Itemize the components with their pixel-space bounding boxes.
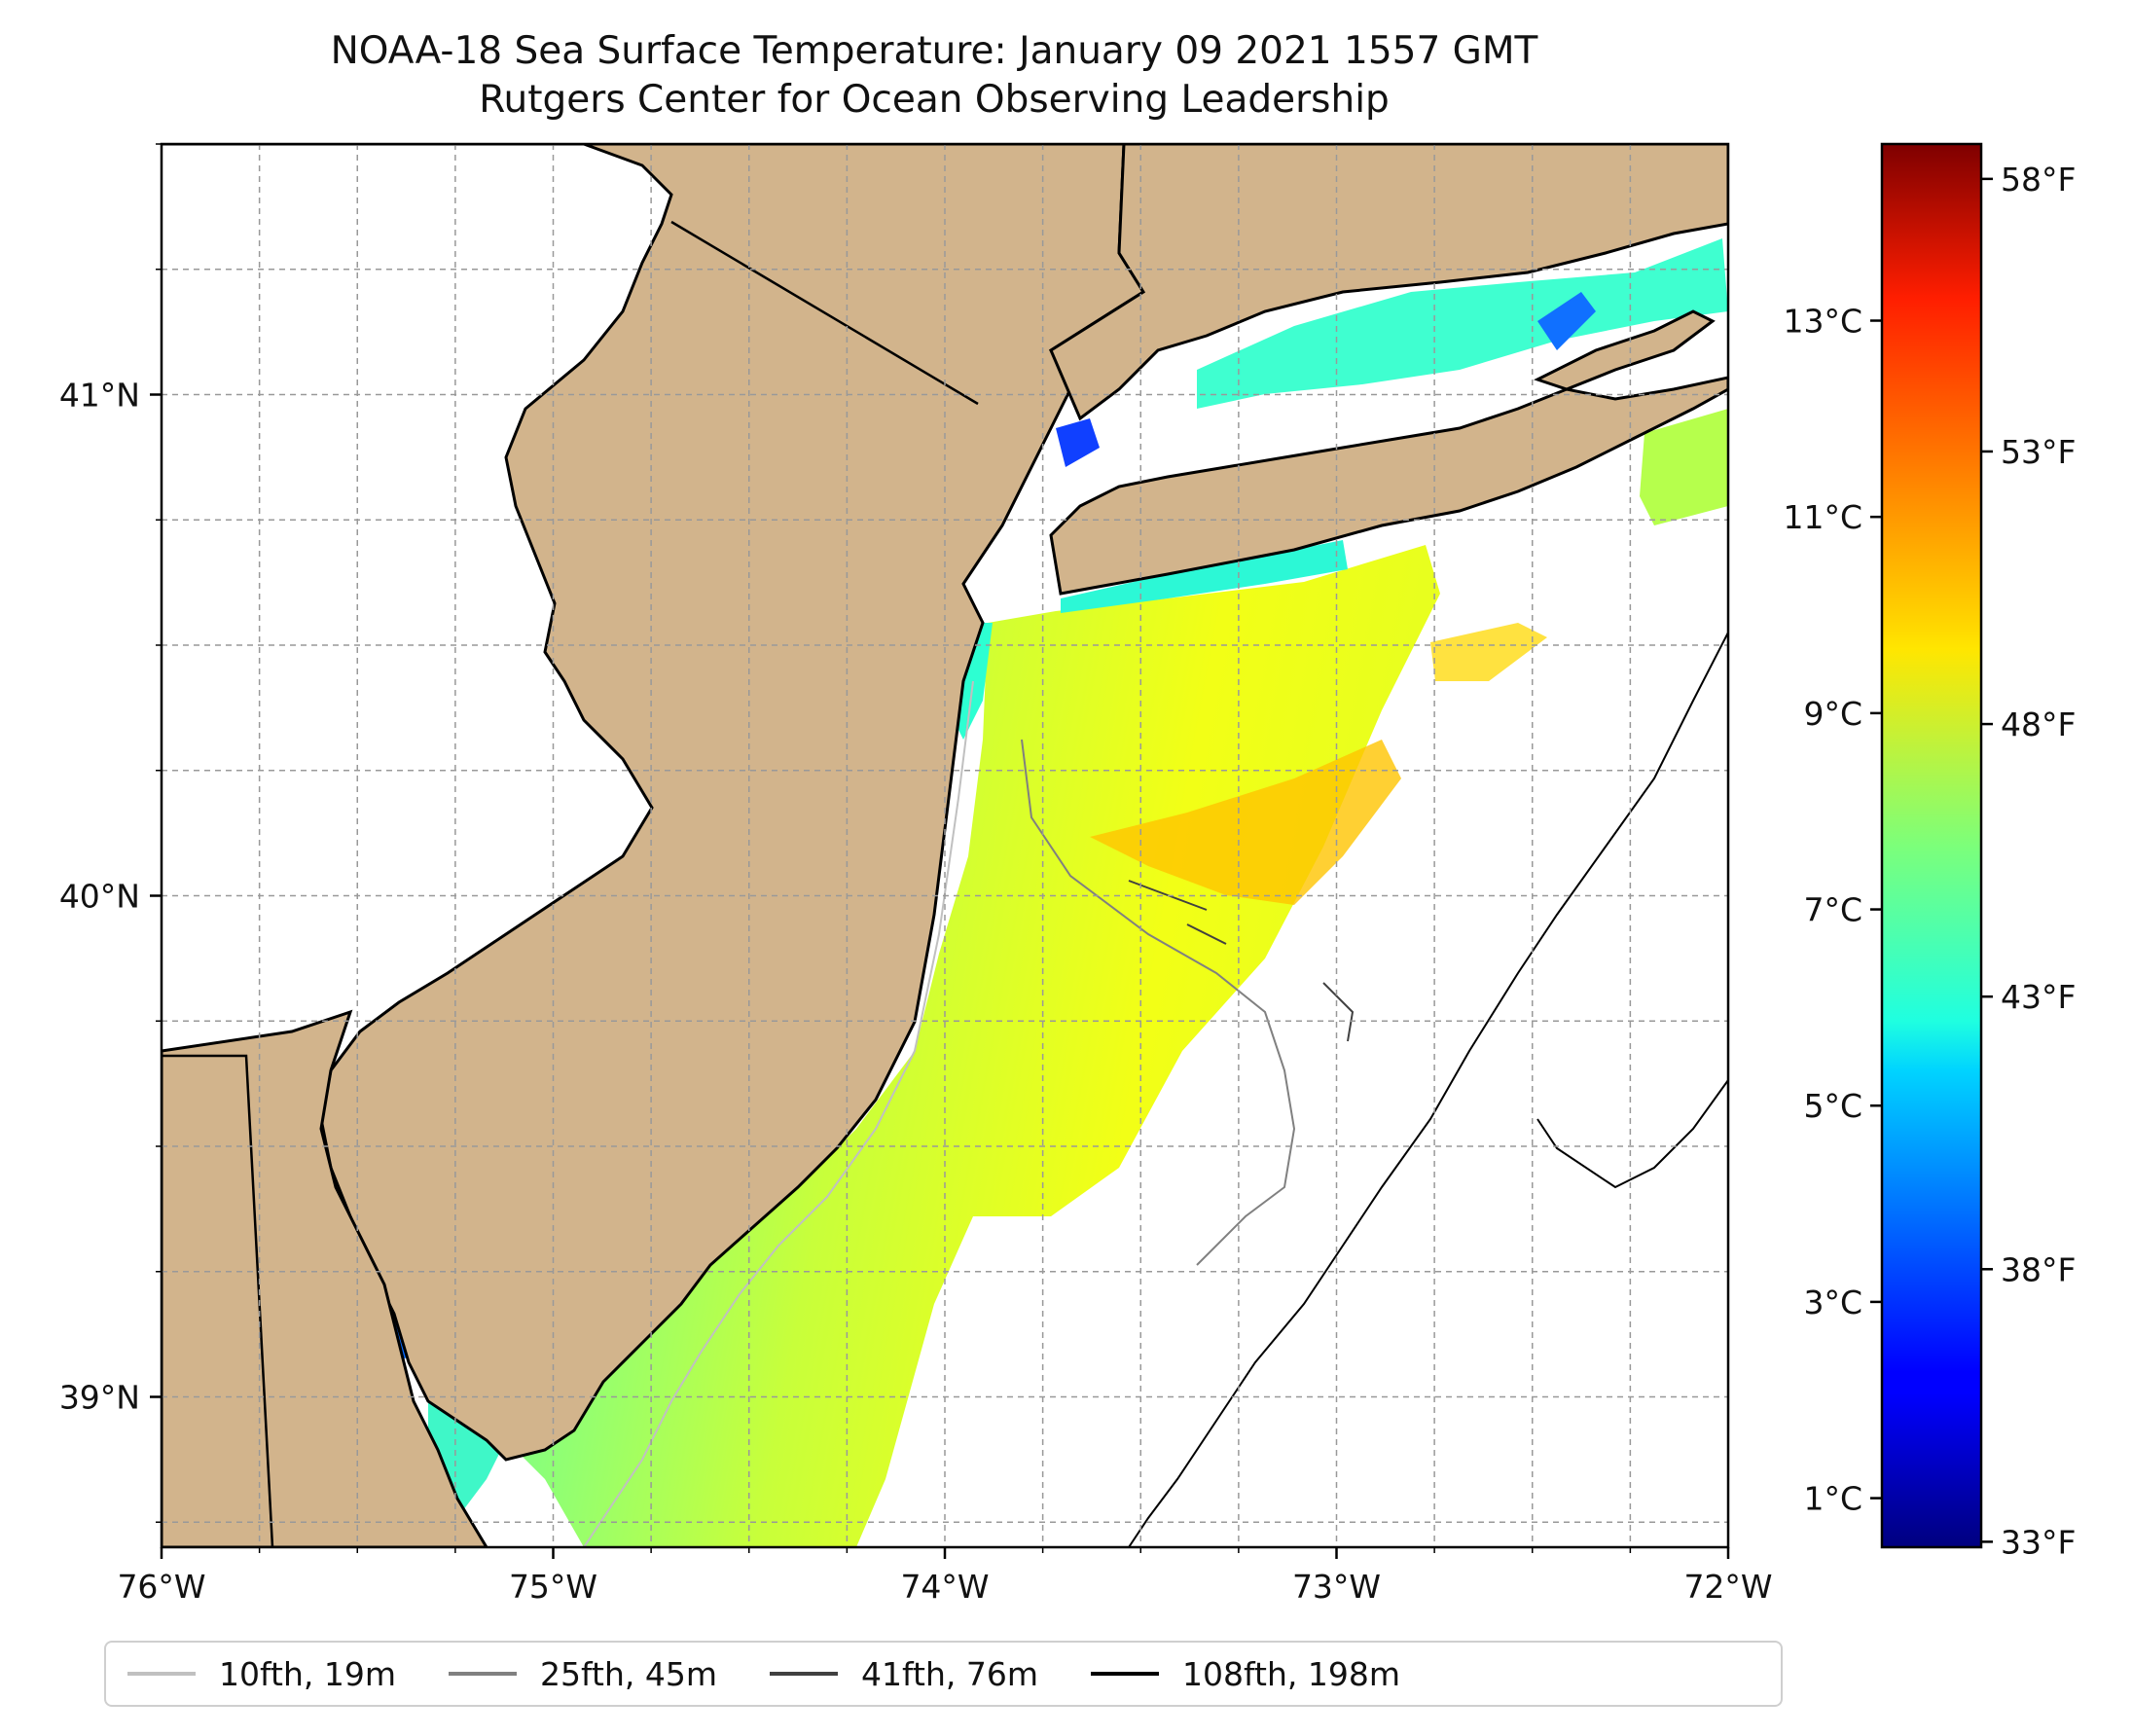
sst-warm-core xyxy=(1090,740,1401,905)
border-pa-de xyxy=(162,1054,274,1547)
legend-item: 25fth, 45m xyxy=(449,1655,717,1693)
sst-long-island-sound xyxy=(1197,238,1728,409)
fahrenheit-tick-label: 38°F xyxy=(2001,1250,2076,1288)
colorbar xyxy=(1880,142,1983,1549)
title-line-2: Rutgers Center for Ocean Observing Leade… xyxy=(479,78,1390,122)
state-borders xyxy=(162,220,979,1547)
land-pa-delaware-west xyxy=(162,1009,488,1547)
map-area xyxy=(162,144,1728,1547)
celsius-tick-label: 11°C xyxy=(1783,498,1862,536)
land-layer xyxy=(162,144,1728,1547)
x-tick-label: 75°W xyxy=(509,1568,597,1606)
celsius-tick-label: 5°C xyxy=(1803,1087,1862,1125)
sst-cold-sound xyxy=(1537,292,1596,350)
legend-item: 41fth, 76m xyxy=(770,1655,1038,1693)
sst-offshore-east xyxy=(1640,409,1728,525)
y-tick-label: 40°N xyxy=(59,878,140,916)
fahrenheit-tick-label: 53°F xyxy=(2001,433,2076,471)
legend-line-swatch xyxy=(449,1672,517,1676)
y-axis-ticks: 39°N 40°N 41°N xyxy=(59,143,162,1523)
land-new-jersey-pennsylvania xyxy=(162,144,1146,1462)
y-tick-label: 41°N xyxy=(59,377,140,415)
map-title: NOAA-18 Sea Surface Temperature: January… xyxy=(0,27,1868,125)
contour-108fth-offshore xyxy=(1536,1079,1728,1189)
legend-line-swatch xyxy=(770,1672,838,1676)
legend-line-swatch xyxy=(1091,1672,1159,1676)
x-axis-ticks: 76°W 75°W 74°W 73°W 72°W xyxy=(117,1547,1773,1606)
x-tick-label: 74°W xyxy=(900,1568,989,1606)
legend-item: 10fth, 19m xyxy=(127,1655,396,1693)
legend-label: 41fth, 76m xyxy=(861,1654,1038,1693)
celsius-tick-label: 9°C xyxy=(1803,695,1862,733)
fahrenheit-tick-label: 58°F xyxy=(2001,161,2076,199)
depth-legend: 10fth, 19m 25fth, 45m 41fth, 76m 108fth, 19… xyxy=(104,1641,1783,1707)
contour-25fth xyxy=(1021,739,1296,1266)
fahrenheit-tick-label: 48°F xyxy=(2001,705,2076,743)
sst-shelf-band xyxy=(506,545,1440,1547)
x-tick-label: 72°W xyxy=(1683,1568,1772,1606)
fahrenheit-tick-label: 43°F xyxy=(2001,978,2076,1016)
sst-warm-patch xyxy=(1430,623,1547,681)
celsius-tick-label: 13°C xyxy=(1783,303,1862,341)
border-ny-nj xyxy=(670,220,979,406)
celsius-tick-label: 1°C xyxy=(1803,1480,1862,1518)
celsius-tick-label: 3°C xyxy=(1803,1284,1862,1321)
gridlines xyxy=(162,144,1728,1547)
colorbar-celsius-ticks: 1°C 3°C 5°C 7°C 9°C 11°C 13°C xyxy=(1783,303,1882,1518)
sst-li-south-shore xyxy=(1061,540,1348,613)
legend-label: 10fth, 19m xyxy=(219,1654,396,1693)
legend-label: 25fth, 45m xyxy=(540,1654,717,1693)
y-tick-label: 39°N xyxy=(59,1379,140,1417)
contour-10fth xyxy=(583,680,974,1547)
celsius-tick-label: 7°C xyxy=(1803,891,1862,929)
colorbar-fahrenheit-ticks: 33°F 38°F 43°F 48°F 53°F 58°F xyxy=(1981,161,2076,1561)
legend-item: 108fth, 198m xyxy=(1091,1655,1400,1693)
land-long-island xyxy=(1049,376,1728,596)
legend-label: 108fth, 198m xyxy=(1182,1654,1400,1693)
land-new-england xyxy=(1049,144,1728,421)
title-line-1: NOAA-18 Sea Surface Temperature: January… xyxy=(330,29,1538,73)
land-north-fork xyxy=(1534,309,1716,391)
fahrenheit-tick-label: 33°F xyxy=(2001,1523,2076,1561)
sst-cold-nyc xyxy=(1056,418,1100,467)
legend-line-swatch xyxy=(127,1672,196,1676)
x-tick-label: 73°W xyxy=(1292,1568,1381,1606)
x-tick-label: 76°W xyxy=(117,1568,205,1606)
